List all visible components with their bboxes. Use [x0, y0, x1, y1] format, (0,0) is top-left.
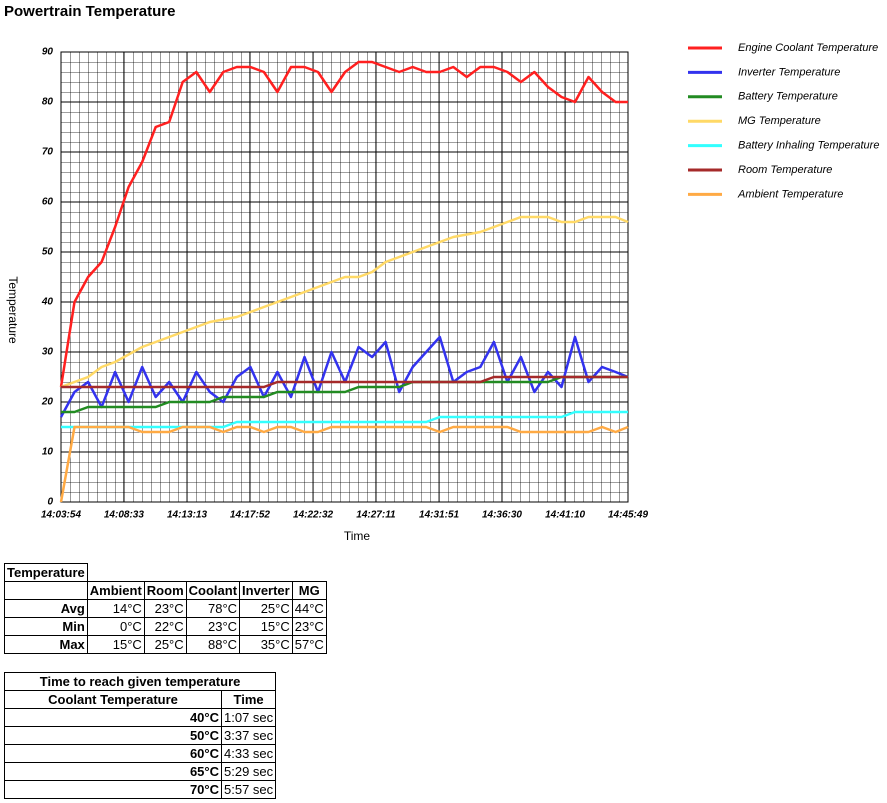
y-axis-label: Temperature: [6, 276, 20, 344]
table-row: Time to reach given temperature: [3, 672, 277, 691]
chart-title: Powertrain Temperature: [4, 3, 175, 20]
table-cell: 23°C: [291, 617, 327, 636]
x-tick-label: 14:13:13: [167, 510, 207, 521]
y-tick-label: 30: [42, 347, 54, 358]
legend-label: Ambient Temperature: [737, 188, 843, 200]
x-tick-label: 14:45:49: [608, 510, 648, 521]
x-axis-label: Time: [344, 529, 371, 543]
table-cell: 88°C: [185, 635, 241, 654]
series-line: [61, 375, 628, 414]
table-cell: Time: [220, 690, 277, 709]
x-tick-label: 14:03:54: [41, 510, 81, 521]
table-cell: Coolant: [185, 581, 241, 600]
table-row: Min 0°C 22°C 23°C 15°C 23°C: [4, 617, 327, 636]
legend-label: Room Temperature: [738, 164, 832, 176]
table-cell: 25°C: [239, 599, 293, 618]
table-cell: 5:57 sec: [220, 780, 277, 799]
x-tick-label: 14:41:10: [545, 510, 585, 521]
table-cell: 70°C: [4, 780, 222, 799]
legend-label: Inverter Temperature: [738, 66, 840, 78]
table-cell: 15°C: [86, 635, 145, 654]
table-cell: 25°C: [143, 635, 187, 654]
table-row: Max 15°C 25°C 88°C 35°C 57°C: [4, 635, 327, 654]
x-tick-label: 14:08:33: [104, 510, 144, 521]
table-cell: Temperature: [4, 563, 88, 582]
table-cell: 15°C: [239, 617, 293, 636]
temperature-table: Temperature Ambient Room Coolant Inverter MG A…: [4, 563, 327, 654]
table-cell: 44°C: [291, 599, 327, 618]
table-cell: 5:29 sec: [220, 762, 277, 781]
table-row: 50°C 3:37 sec: [4, 726, 277, 745]
y-tick-label: 60: [42, 197, 54, 208]
table-cell: 4:33 sec: [220, 744, 277, 763]
legend-label: Engine Coolant Temperature: [738, 42, 878, 54]
chart: Powertrain Temperature Time Temperature …: [4, 3, 879, 543]
table-row: 70°C 5:57 sec: [4, 780, 277, 799]
table-cell: 23°C: [185, 617, 241, 636]
y-tick-label: 80: [42, 97, 54, 108]
table-row: Temperature: [4, 563, 327, 582]
table-cell: 3:37 sec: [220, 726, 277, 745]
series-line: [59, 425, 629, 503]
legend-label: Battery Temperature: [738, 91, 838, 103]
series-line: [61, 375, 628, 389]
x-tick-label: 14:36:30: [482, 510, 522, 521]
table-cell: 23°C: [143, 599, 187, 618]
table-cell: [4, 581, 88, 600]
table-cell: 57°C: [291, 635, 327, 654]
table-row: Avg 14°C 23°C 78°C 25°C 44°C: [4, 599, 327, 618]
table-cell: 78°C: [185, 599, 241, 618]
x-tick-label: 14:22:32: [293, 510, 333, 521]
y-tick-label: 40: [41, 297, 54, 308]
legend-label: Battery Inhaling Temperature: [738, 140, 879, 152]
table-cell: Inverter: [239, 581, 293, 600]
table-cell: Max: [4, 635, 88, 654]
series-line: [60, 215, 629, 389]
table-cell: Room: [143, 581, 187, 600]
table-cell: 40°C: [4, 708, 222, 727]
table-cell: 14°C: [86, 599, 145, 618]
table-cell: 35°C: [239, 635, 293, 654]
y-tick-label: 0: [47, 497, 53, 508]
table-cell: MG: [291, 581, 327, 600]
table-row: 65°C 5:29 sec: [4, 762, 277, 781]
table-cell: 65°C: [4, 762, 222, 781]
series-line: [59, 60, 628, 388]
y-tick-label: 20: [41, 397, 54, 408]
table-row: 40°C 1:07 sec: [4, 708, 277, 727]
series-line: [61, 410, 628, 429]
table-row: 60°C 4:33 sec: [4, 744, 277, 763]
table-cell: Time to reach given temperature: [3, 672, 277, 691]
table-cell: 0°C: [86, 617, 145, 636]
y-tick-label: 90: [42, 47, 54, 58]
table-cell: Min: [4, 617, 88, 636]
x-tick-label: 14:31:51: [419, 510, 459, 521]
table-cell: Avg: [4, 599, 88, 618]
table-row: Ambient Room Coolant Inverter MG: [4, 581, 327, 600]
table-cell: Ambient: [86, 581, 145, 600]
legend-label: MG Temperature: [738, 115, 821, 127]
table-row: Coolant Temperature Time: [4, 690, 277, 709]
y-tick-label: 50: [42, 247, 54, 258]
time-table: Time to reach given temperature Coolant T…: [3, 672, 277, 799]
table-cell: 1:07 sec: [220, 708, 277, 727]
table-cell: 22°C: [143, 617, 187, 636]
x-tick-label: 14:17:52: [230, 510, 270, 521]
x-tick-label: 14:27:11: [356, 510, 396, 521]
table-cell: 60°C: [4, 744, 222, 763]
table-cell: Coolant Temperature: [4, 690, 222, 709]
y-tick-label: 10: [42, 447, 54, 458]
table-cell: 50°C: [4, 726, 222, 745]
y-tick-label: 70: [42, 147, 54, 158]
